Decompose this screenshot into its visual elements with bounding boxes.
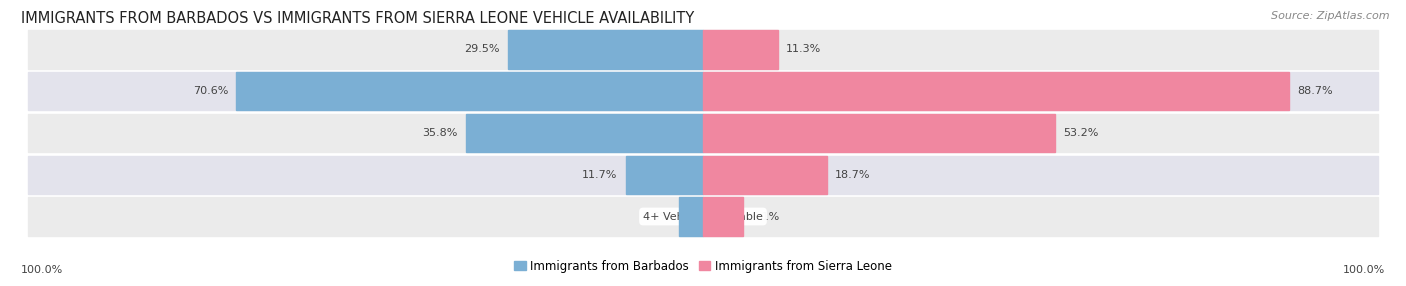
Text: 2+ Vehicles Available: 2+ Vehicles Available [643,128,763,138]
Text: 100.0%: 100.0% [21,265,63,275]
Text: 29.5%: 29.5% [464,45,499,54]
Text: 6.1%: 6.1% [752,212,780,221]
Text: 11.3%: 11.3% [786,45,821,54]
Text: 11.7%: 11.7% [582,170,617,180]
Text: 3+ Vehicles Available: 3+ Vehicles Available [643,170,763,180]
Text: No Vehicles Available: No Vehicles Available [644,45,762,54]
Text: 88.7%: 88.7% [1298,86,1333,96]
Text: 3.6%: 3.6% [643,212,671,221]
Text: 53.2%: 53.2% [1063,128,1098,138]
Legend: Immigrants from Barbados, Immigrants from Sierra Leone: Immigrants from Barbados, Immigrants fro… [509,255,897,277]
Text: 35.8%: 35.8% [423,128,458,138]
Text: 1+ Vehicles Available: 1+ Vehicles Available [643,86,763,96]
Text: 18.7%: 18.7% [835,170,870,180]
Text: 4+ Vehicles Available: 4+ Vehicles Available [643,212,763,221]
Text: Source: ZipAtlas.com: Source: ZipAtlas.com [1271,11,1389,21]
Text: IMMIGRANTS FROM BARBADOS VS IMMIGRANTS FROM SIERRA LEONE VEHICLE AVAILABILITY: IMMIGRANTS FROM BARBADOS VS IMMIGRANTS F… [21,11,695,26]
Text: 100.0%: 100.0% [1343,265,1385,275]
Text: 70.6%: 70.6% [193,86,228,96]
